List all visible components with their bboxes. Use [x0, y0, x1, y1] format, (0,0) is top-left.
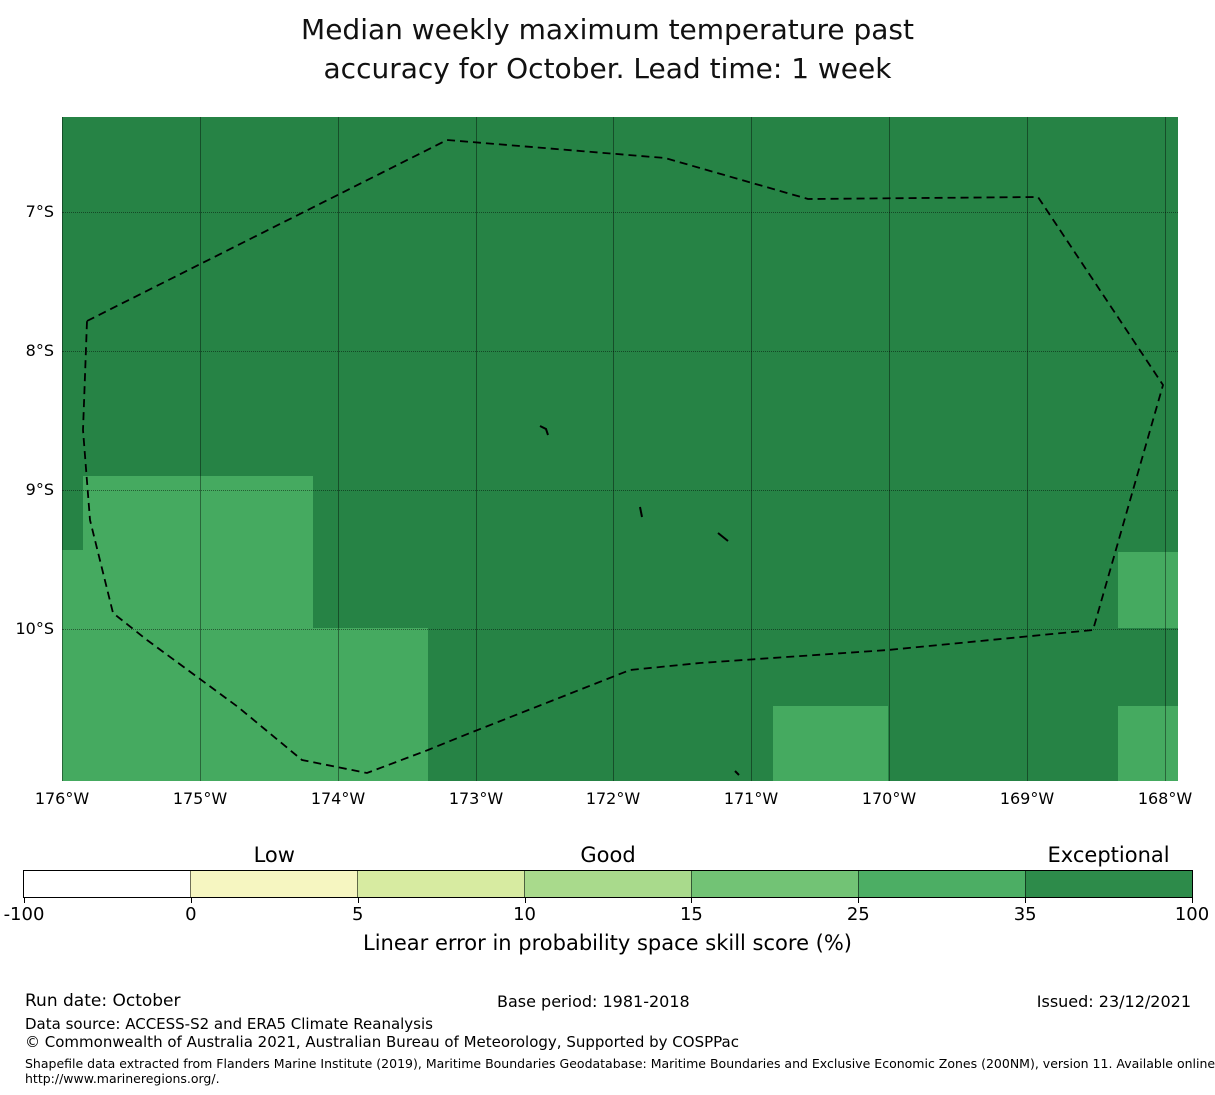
- x-tick-label: 174°W: [310, 789, 366, 808]
- y-tick-label: 9°S: [25, 480, 54, 499]
- base-period-text: Base period: 1981-2018: [497, 992, 690, 1011]
- island-mark: [734, 770, 740, 776]
- longitude-gridline: [1165, 117, 1166, 781]
- x-tick-label: 171°W: [723, 789, 779, 808]
- skill-patch-25-35: [1118, 706, 1178, 781]
- colorbar-tick: [691, 898, 693, 903]
- colorbar-segment: [357, 871, 524, 897]
- skill-patch-25-35: [62, 628, 428, 781]
- eez-boundary-layer: [82, 139, 1164, 776]
- x-tick-label: 168°W: [1137, 789, 1193, 808]
- x-tick-label: 173°W: [448, 789, 504, 808]
- colorbar-tick-label: 0: [185, 904, 197, 925]
- colorbar-tick: [1025, 898, 1027, 903]
- colorbar-segment: [524, 871, 691, 897]
- colorbar-tick: [357, 898, 359, 903]
- longitude-gridline: [1027, 117, 1028, 781]
- longitude-gridline: [476, 117, 477, 781]
- y-tick-label: 10°S: [15, 619, 54, 638]
- y-tick-label: 8°S: [25, 341, 54, 360]
- colorbar-band-label: Good: [580, 843, 636, 867]
- colorbar-tick: [1192, 898, 1193, 903]
- colorbar: [23, 870, 1193, 898]
- longitude-gridline: [338, 117, 339, 781]
- copyright-text: © Commonwealth of Australia 2021, Austra…: [25, 1033, 739, 1051]
- chart-title: Median weekly maximum temperature past a…: [0, 10, 1215, 88]
- skill-patch-25-35: [773, 706, 888, 781]
- island-mark: [539, 425, 549, 436]
- colorbar-segment: [1025, 871, 1192, 897]
- colorbar-tick-label: -100: [3, 904, 45, 925]
- map: [62, 117, 1178, 781]
- skill-patch-25-35: [62, 550, 83, 628]
- colorbar-tick: [24, 898, 25, 903]
- island-mark: [717, 532, 729, 542]
- shapefile-note-line1: Shapefile data extracted from Flanders M…: [25, 1056, 1215, 1071]
- longitude-gridline: [62, 117, 63, 781]
- x-tick-label: 169°W: [999, 789, 1055, 808]
- longitude-gridline: [200, 117, 201, 781]
- shapefile-note-line2: http://www.marineregions.org/.: [25, 1071, 220, 1086]
- chart-title-line1: Median weekly maximum temperature past: [301, 13, 914, 46]
- skill-patch-25-35: [83, 476, 313, 628]
- y-tick-label: 7°S: [25, 202, 54, 221]
- longitude-gridline: [751, 117, 752, 781]
- colorbar-tick-label: 35: [1013, 904, 1037, 925]
- colorbar-band-label: Low: [253, 843, 295, 867]
- longitude-gridline: [889, 117, 890, 781]
- latitude-gridline: [62, 212, 1178, 213]
- data-source-text: Data source: ACCESS-S2 and ERA5 Climate …: [25, 1015, 433, 1033]
- island-mark: [639, 506, 643, 518]
- x-tick-label: 170°W: [861, 789, 917, 808]
- colorbar-tick: [524, 898, 526, 903]
- skill-patch-25-35: [1118, 552, 1178, 628]
- colorbar-tick-label: 100: [1174, 904, 1210, 925]
- colorbar-segment: [24, 871, 190, 897]
- colorbar-tick-label: 15: [679, 904, 703, 925]
- longitude-gridline: [613, 117, 614, 781]
- colorbar-segment: [190, 871, 357, 897]
- x-tick-label: 176°W: [34, 789, 90, 808]
- chart-title-line2: accuracy for October. Lead time: 1 week: [323, 52, 892, 85]
- colorbar-caption: Linear error in probability space skill …: [363, 931, 852, 955]
- x-tick-label: 172°W: [585, 789, 641, 808]
- issued-date-text: Issued: 23/12/2021: [1036, 992, 1191, 1011]
- colorbar-tick: [858, 898, 860, 903]
- run-date-text: Run date: October: [25, 991, 181, 1011]
- colorbar-segment: [691, 871, 858, 897]
- colorbar-band-label: Exceptional: [1047, 843, 1170, 867]
- colorbar-tick-label: 10: [513, 904, 537, 925]
- latitude-gridline: [62, 629, 1178, 630]
- colorbar-tick: [190, 898, 192, 903]
- colorbar-tick-label: 25: [846, 904, 870, 925]
- x-tick-label: 175°W: [172, 789, 228, 808]
- latitude-gridline: [62, 490, 1178, 491]
- colorbar-segment: [858, 871, 1025, 897]
- latitude-gridline: [62, 351, 1178, 352]
- colorbar-tick-label: 5: [351, 904, 364, 925]
- eez-dashed-boundary: [82, 139, 1164, 774]
